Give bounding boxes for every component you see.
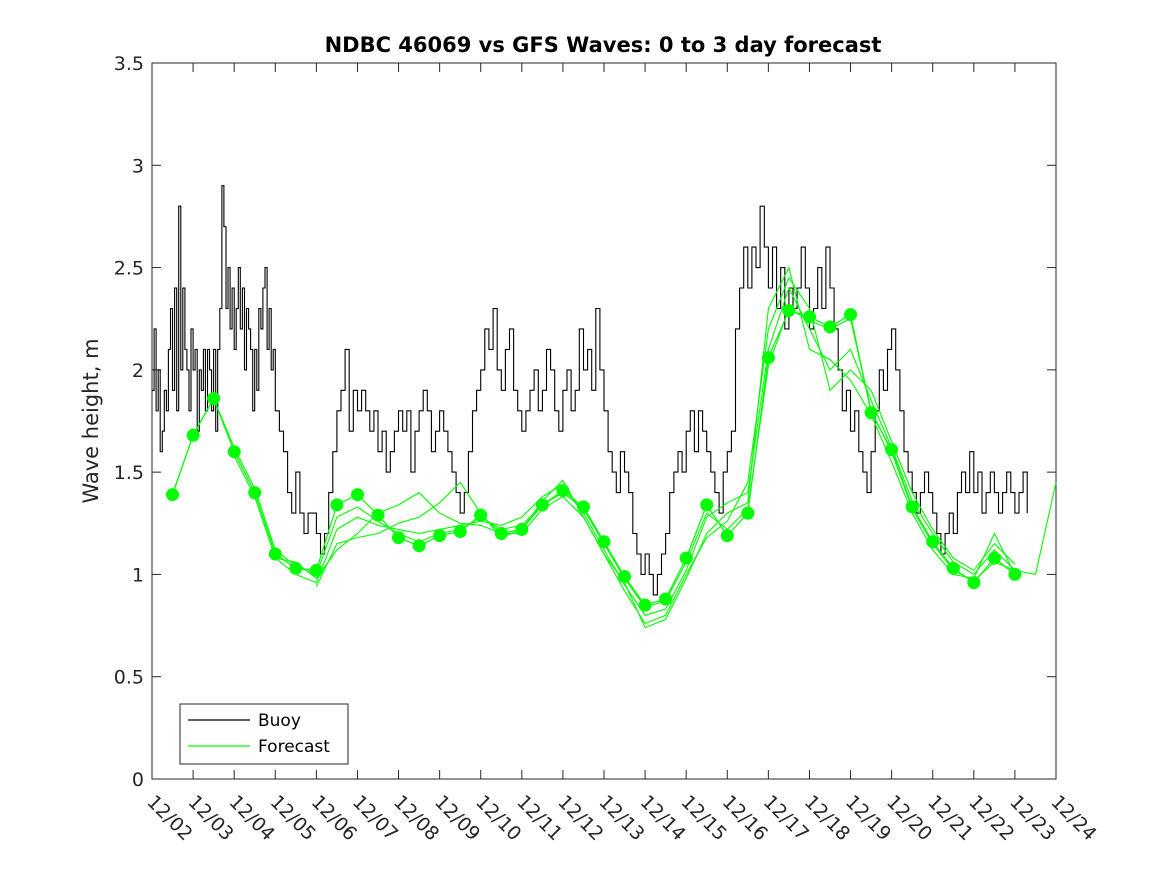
forecast-point — [1008, 567, 1022, 581]
plot-area — [151, 62, 1057, 780]
forecast-point — [453, 525, 467, 538]
forecast-point — [494, 527, 508, 540]
forecast-run-line — [315, 276, 1016, 625]
forecast-point — [905, 500, 919, 514]
forecast-point — [556, 484, 570, 498]
forecast-point — [535, 498, 549, 512]
forecast-point — [659, 592, 673, 606]
series-forecast — [166, 266, 1057, 629]
forecast-point — [803, 310, 816, 324]
forecast-run-line — [233, 286, 1016, 616]
legend-forecast-label: Forecast — [258, 737, 330, 757]
y-axis-label: Wave height, m — [79, 338, 103, 503]
forecast-point — [351, 488, 364, 502]
legend: Buoy Forecast — [179, 703, 349, 765]
y-tick-label: 3.5 — [114, 53, 144, 75]
buoy-line — [152, 185, 1028, 596]
forecast-point — [761, 351, 775, 365]
forecast-point — [577, 500, 590, 514]
forecast-point — [515, 522, 529, 536]
forecast-point — [412, 539, 426, 553]
legend-buoy-label: Buoy — [258, 711, 301, 731]
forecast-point — [638, 598, 652, 612]
forecast-point — [309, 563, 323, 577]
forecast-point — [700, 498, 714, 512]
forecast-point — [392, 531, 405, 545]
forecast-point — [864, 406, 878, 420]
forecast-point — [926, 535, 940, 549]
y-tick-label: 1 — [132, 564, 144, 586]
forecast-point — [597, 535, 611, 549]
series-buoy — [152, 185, 1028, 596]
forecast-point — [474, 508, 488, 522]
forecast-point — [741, 506, 755, 520]
y-tick-label: 0.5 — [114, 667, 144, 689]
forecast-point — [330, 498, 344, 512]
forecast-point — [433, 529, 447, 543]
forecast-point — [227, 445, 241, 459]
legend-box — [179, 703, 349, 765]
forecast-point — [371, 508, 385, 522]
forecast-point — [679, 551, 693, 565]
y-tick-label: 0 — [132, 769, 144, 791]
y-tick-label: 1.5 — [114, 462, 144, 484]
forecast-point — [186, 428, 200, 442]
forecast-point — [782, 304, 796, 317]
forecast-point — [248, 486, 262, 500]
forecast-point — [967, 576, 981, 590]
forecast-point — [618, 570, 631, 583]
forecast-point — [946, 561, 960, 575]
forecast-run-line — [275, 266, 1016, 629]
forecast-point — [207, 392, 221, 405]
forecast-point — [844, 308, 857, 322]
forecast-point — [885, 443, 899, 457]
y-tick-label: 2.5 — [114, 258, 144, 280]
forecast-point — [289, 561, 303, 575]
forecast-point — [268, 547, 282, 561]
y-axis: 0 0.5 1 1.5 2 2.5 3 3.5 — [114, 53, 1056, 791]
y-tick-label: 2 — [132, 360, 144, 382]
forecast-point — [987, 551, 1001, 565]
forecast-point — [166, 488, 179, 502]
chart-title: NDBC 46069 vs GFS Waves: 0 to 3 day fore… — [325, 33, 882, 57]
forecast-point — [720, 529, 734, 543]
forecast-point — [823, 320, 837, 334]
y-tick-label: 3 — [132, 155, 144, 177]
